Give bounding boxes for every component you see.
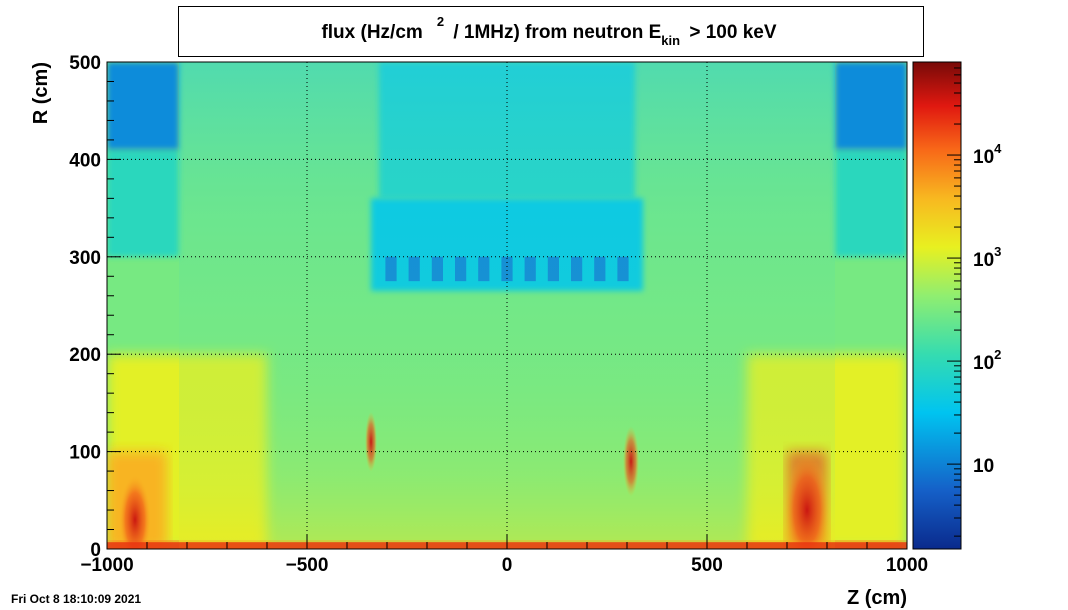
title-sup: 2 xyxy=(437,14,444,29)
y-tick-label-1: 100 xyxy=(69,443,101,464)
heatmap-band-1 xyxy=(408,256,420,282)
heatmap-band-7 xyxy=(547,256,559,282)
x-tick-label-3: 500 xyxy=(691,555,723,576)
chart-title: flux (Hz/cm 2 / 1MHz) from neutron Ekin >… xyxy=(321,14,776,48)
colorbar: 10 102 103 104 xyxy=(912,61,1002,550)
colorbar-tick-label-2: 103 xyxy=(973,244,1001,271)
y-tick-label-0: 0 xyxy=(90,540,101,561)
heatmap-hotspot-2 xyxy=(623,426,639,497)
heatmap-region-2 xyxy=(835,149,907,257)
heatmap-area xyxy=(107,62,907,549)
title-sub: kin xyxy=(661,33,680,48)
x-tick-label-2: 0 xyxy=(502,555,513,576)
heatmap-band-6 xyxy=(524,256,536,282)
heatmap-band-3 xyxy=(455,256,467,282)
y-tick-label-3: 300 xyxy=(69,248,101,269)
title-text: flux (Hz/cm 2 / 1MHz) from neutron Ekin >… xyxy=(321,14,776,48)
y-tick-label-5: 500 xyxy=(69,53,101,74)
colorbar-gradient xyxy=(912,61,962,550)
title-part2: / 1MHz) from neutron E xyxy=(448,22,661,43)
heatmap-band-0 xyxy=(385,256,397,282)
heatmap-hotspot-0 xyxy=(119,474,151,549)
x-tick-label-1: −500 xyxy=(286,555,329,576)
heatmap-shading xyxy=(179,62,835,549)
colorbar-tick-label-3: 104 xyxy=(973,141,1002,168)
axes: −1000 −500 0 500 1000 0 100 200 300 400 500 xyxy=(69,53,928,576)
y-tick-label-2: 200 xyxy=(69,345,101,366)
timestamp: Fri Oct 8 18:10:09 2021 xyxy=(11,592,142,606)
grid-lines xyxy=(107,62,907,549)
y-tick-label-4: 400 xyxy=(69,150,101,171)
heatmap-band-4 xyxy=(478,256,490,282)
heatmap-hotspot-3 xyxy=(365,411,377,472)
colorbar-tick-label-0: 10 xyxy=(973,456,994,477)
colorbar-tick-label-1: 102 xyxy=(973,347,1001,374)
x-tick-label-4: 1000 xyxy=(886,555,928,576)
x-tick-label-0: −1000 xyxy=(80,555,133,576)
heatmap-region-1 xyxy=(107,149,179,257)
x-axis-label: Z (cm) xyxy=(847,587,907,609)
heatmap-band-9 xyxy=(594,256,606,282)
heatmap-band-2 xyxy=(431,256,443,282)
title-part1: flux (Hz/cm xyxy=(321,22,422,43)
heatmap-region-4 xyxy=(835,62,907,150)
heatmap-band-8 xyxy=(571,256,583,282)
heatmap-band-10 xyxy=(617,256,629,282)
heatmap-band-5 xyxy=(501,256,513,282)
heatmap-region-3 xyxy=(107,62,179,150)
title-part3: > 100 keV xyxy=(684,22,777,43)
y-axis-label: R (cm) xyxy=(30,62,52,124)
heatmap-hotspot-1 xyxy=(785,455,829,549)
title-box xyxy=(178,6,924,57)
